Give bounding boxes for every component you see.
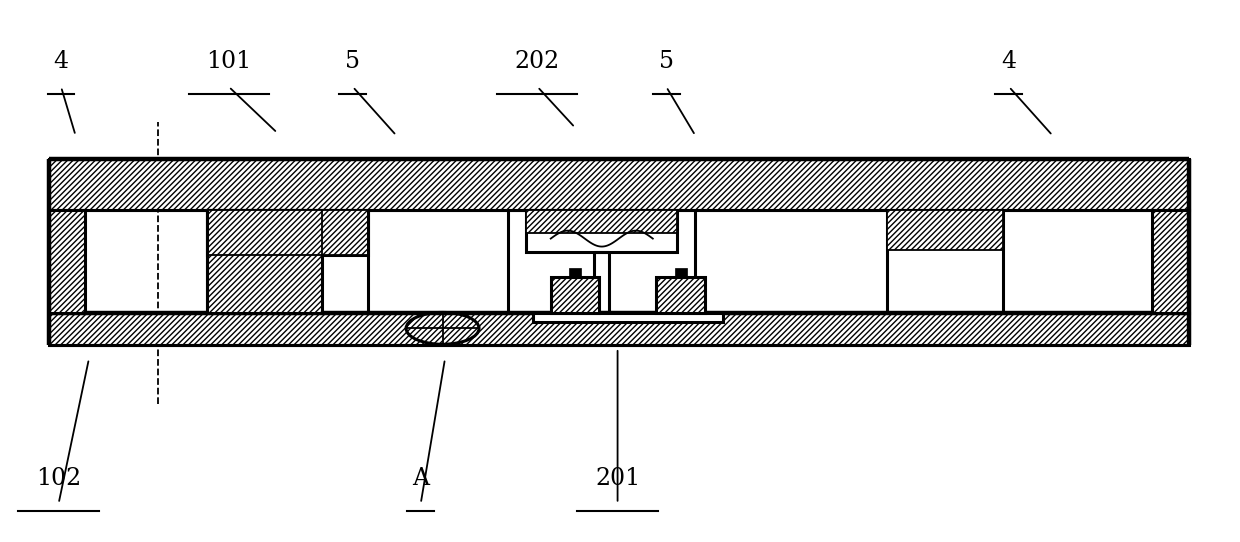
Bar (551, 278, 599, 313)
Text: 202: 202 (515, 50, 560, 73)
Bar (888, 210, 1003, 250)
Text: 4: 4 (53, 50, 68, 73)
Bar (675, 268, 687, 278)
Text: 102: 102 (36, 467, 81, 489)
Bar (656, 278, 706, 313)
Text: 201: 201 (595, 467, 640, 489)
Text: 101: 101 (206, 50, 252, 73)
Bar (527, 210, 677, 233)
Text: 4: 4 (1002, 50, 1017, 73)
Bar (569, 268, 582, 278)
Bar (48, 210, 86, 313)
Bar (48, 159, 1189, 210)
Bar (656, 278, 706, 313)
Bar (1152, 210, 1189, 313)
Bar (322, 210, 368, 255)
Bar (551, 278, 599, 313)
Bar (532, 313, 723, 322)
Bar (207, 210, 368, 255)
Text: 5: 5 (658, 50, 673, 73)
Bar (207, 210, 368, 255)
Text: 5: 5 (345, 50, 360, 73)
Bar (207, 210, 322, 313)
Bar (527, 210, 677, 253)
Text: A: A (412, 467, 429, 489)
Bar (48, 313, 1189, 345)
